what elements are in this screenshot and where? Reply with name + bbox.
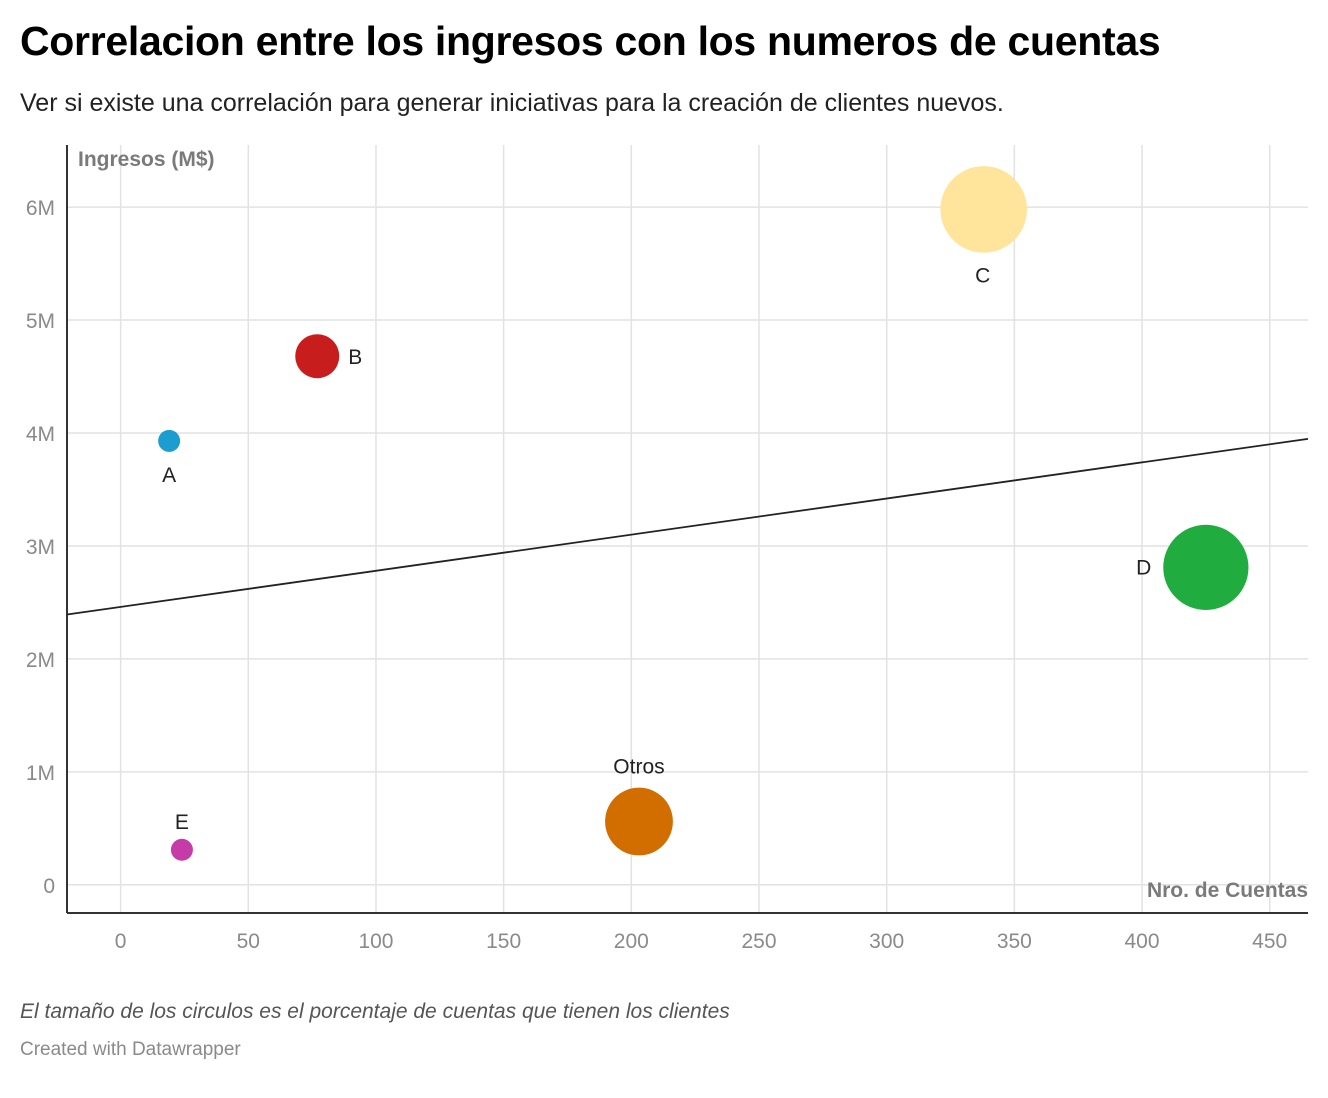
x-tick-label: 0 (115, 930, 127, 953)
x-tick-label: 100 (358, 930, 393, 953)
x-tick-label: 350 (997, 930, 1032, 953)
x-tick-label: 400 (1124, 930, 1159, 953)
point-label-e: E (175, 811, 189, 834)
chart-subtitle: Ver si existe una correlación para gener… (20, 89, 1004, 117)
x-axis-title: Nro. de Cuentas (1147, 879, 1308, 902)
point-label-d: D (1136, 556, 1151, 579)
bubble-e (170, 838, 193, 861)
y-tick-label: 2M (26, 649, 55, 672)
x-tick-label: 50 (237, 930, 260, 953)
bubble-b (295, 334, 340, 379)
bubble-otros (605, 787, 673, 856)
trend-line (66, 437, 1309, 616)
x-tick-label: 250 (741, 930, 776, 953)
y-tick-label: 1M (26, 762, 55, 785)
y-tick-label: 3M (26, 536, 55, 559)
x-tick-labels: 0 50 100 150 200 250 300 350 400 450 (115, 930, 1287, 953)
point-label-b: B (348, 346, 362, 369)
y-gridlines (67, 206, 1308, 886)
point-labels: A B C D E Otros (162, 265, 1151, 834)
y-tick-label: 5M (26, 310, 55, 333)
y-axis-title: Ingresos (M$) (78, 148, 215, 171)
x-tick-label: 150 (486, 930, 521, 953)
y-tick-labels: 0 1M 2M 3M 4M 5M 6M (26, 197, 55, 898)
y-tick-label: 4M (26, 423, 55, 446)
datawrapper-credit: Created with Datawrapper (20, 1039, 241, 1060)
x-tick-label: 200 (614, 930, 649, 953)
data-points (158, 166, 1249, 861)
point-label-c: C (975, 265, 990, 288)
bubble-a (158, 429, 181, 452)
chart-title: Correlacion entre los ingresos con los n… (20, 18, 1161, 64)
point-label-otros: Otros (613, 756, 664, 779)
bubble-d (1163, 524, 1249, 611)
bubble-c (940, 166, 1028, 253)
y-tick-label: 0 (43, 875, 55, 898)
y-tick-label: 6M (26, 197, 55, 220)
size-note: El tamaño de los circulos es el porcenta… (20, 1000, 730, 1023)
x-tick-label: 450 (1252, 930, 1287, 953)
x-gridlines (119, 145, 1271, 913)
point-label-a: A (162, 464, 176, 487)
x-tick-label: 300 (869, 930, 904, 953)
